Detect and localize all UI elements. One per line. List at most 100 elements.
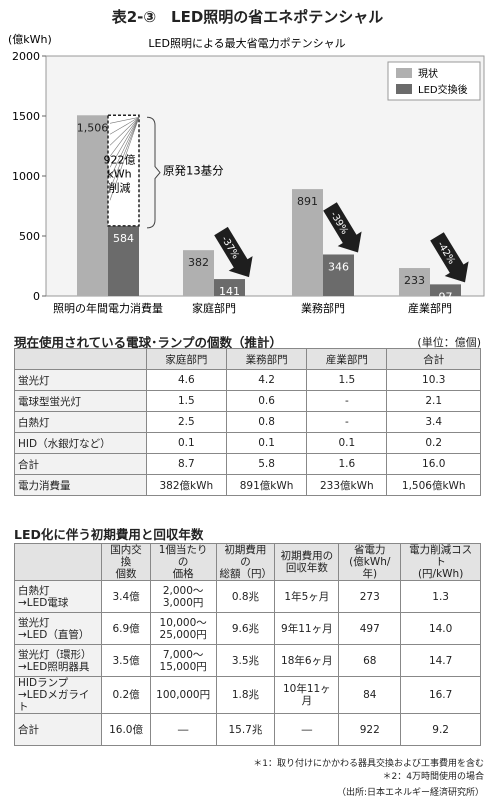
- table2-cell: 68: [338, 644, 402, 677]
- table1-cell: 382億kWh: [145, 474, 227, 496]
- table2-cell: 3.5億: [101, 644, 151, 677]
- annotation-text: 原発13基分: [163, 164, 224, 178]
- savings-hatch: [109, 117, 140, 146]
- savings-brace: [146, 116, 161, 229]
- arrow-shape: [323, 202, 362, 253]
- legend-label-led: LED交換後: [418, 83, 468, 96]
- x-category-label: 照明の年間電力消費量: [53, 301, 163, 315]
- table2-row-label: 合計: [13, 713, 103, 746]
- table2-row-label: 蛍光灯（環形） →LED照明器具: [13, 644, 103, 677]
- y-tick-label: 1500: [12, 110, 40, 123]
- y-tick-label: 1000: [12, 170, 40, 183]
- y-axis-label: (億kWh): [8, 33, 52, 46]
- table1-row-label: 合計: [14, 453, 147, 475]
- table1-cell: 2.1: [386, 390, 481, 412]
- chart-title: LED照明による最大省電力ポテンシャル: [148, 36, 345, 50]
- table2-row: 合計 16.0億 ― 15.7兆 ― 922 9.2: [13, 713, 481, 746]
- value-label-current: 891: [297, 195, 318, 208]
- table1-row-label: 電球型蛍光灯: [14, 390, 147, 412]
- table2-row: 蛍光灯（環形） →LED照明器具 3.5億 7,000～ 15,000円 3.5兆 18…: [13, 644, 481, 677]
- value-label-led: 584: [113, 232, 134, 245]
- table1-row-label: 白熱灯: [14, 411, 147, 433]
- table1-cell: -: [306, 411, 388, 433]
- savings-hatch: [109, 117, 140, 179]
- table1-cell: 8.7: [145, 453, 227, 475]
- bar-led: [323, 254, 354, 296]
- table1-row-label: 蛍光灯: [14, 369, 147, 391]
- table2-row-label: HIDランプ →LEDメガライト: [13, 676, 103, 714]
- table1-cell: 4.6: [145, 369, 227, 391]
- legend-swatch-led: [396, 84, 412, 94]
- table1-cell: 0.1: [225, 432, 308, 454]
- table1-heading: 現在使用されている電球･ランプの個数（推計）: [14, 335, 283, 350]
- table1-header: 合計: [386, 348, 481, 370]
- bar-led: [108, 225, 139, 296]
- table2-cell: 16.0億: [101, 713, 151, 746]
- x-category-label: 家庭部門: [192, 301, 236, 315]
- table2-cell: 16.7: [400, 676, 481, 714]
- table2-header: 初期費用の 回収年数: [274, 543, 340, 581]
- table2-cell: 84: [338, 676, 402, 714]
- arrow-shape: [214, 226, 253, 278]
- table2-cell: 6.9億: [101, 612, 151, 645]
- bar-current: [399, 268, 430, 296]
- bar-chart: LED照明による最大省電力ポテンシャル (億kWh) 0 500 1000 1500 200…: [8, 33, 485, 315]
- table2-cell: ―: [274, 713, 340, 746]
- x-category-label: 業務部門: [301, 301, 345, 315]
- table2-cell: 273: [338, 580, 402, 613]
- table1-row: 電力消費量 382億kWh 891億kWh 233億kWh 1,506億kWh: [14, 474, 481, 496]
- table2-cell: 3.4億: [101, 580, 151, 613]
- note-1: ＊1：取り付けにかかわる器具交換および工事費用を含む: [253, 759, 484, 769]
- cost-recovery-table: 国内交換 個数 1個当たりの 価格 初期費用の 総額（円） 初期費用の 回収年数…: [13, 543, 481, 746]
- table2-header: 国内交換 個数: [101, 543, 151, 581]
- bar-current: [292, 189, 323, 296]
- table2-row-label: 蛍光灯 →LED（直管）: [13, 612, 103, 645]
- value-label-led: 97: [439, 290, 453, 303]
- table2-row: HIDランプ →LEDメガライト 0.2億 100,000円 1.8兆 10年11ヶ月 8…: [13, 676, 481, 714]
- table1-row-label: HID（水銀灯など）: [14, 432, 147, 454]
- table2-cell: 10年11ヶ月: [274, 676, 340, 714]
- table2-row: 蛍光灯 →LED（直管） 6.9億 10,000～ 25,000円 9.6兆 9年11ヶ…: [13, 612, 481, 645]
- table1-cell: 5.8: [225, 453, 308, 475]
- note-2: ＊2：4万時間使用の場合: [382, 772, 484, 782]
- table1-cell: 0.8: [225, 411, 308, 433]
- table2-cell: 9.2: [400, 713, 481, 746]
- table2-heading: LED化に伴う初期費用と回収年数: [14, 527, 204, 542]
- table1-header: 業務部門: [225, 348, 308, 370]
- table2-cell: 1.3: [400, 580, 481, 613]
- table1-cell: 0.2: [386, 432, 481, 454]
- table2-header: 1個当たりの 価格: [149, 543, 217, 581]
- savings-label: 922億 kWh 削減: [104, 153, 136, 194]
- table2-cell: 100,000円: [149, 676, 217, 714]
- legend-swatch-current: [396, 68, 412, 78]
- table2-corner: [13, 543, 103, 581]
- table1-cell: 891億kWh: [225, 474, 308, 496]
- x-category-label: 産業部門: [408, 301, 452, 315]
- table1-cell: 10.3: [386, 369, 481, 391]
- table1-cell: 0.1: [306, 432, 388, 454]
- table1-cell: 1,506億kWh: [386, 474, 481, 496]
- bar-led: [430, 284, 461, 296]
- table2-row-label: 白熱灯 →LED電球: [13, 580, 103, 613]
- table2-cell: 497: [338, 612, 402, 645]
- savings-hatch: [109, 117, 140, 157]
- table1-row: 電球型蛍光灯 1.5 0.6-2.1: [14, 390, 481, 412]
- table1-cell: 0.1: [145, 432, 227, 454]
- table2-cell: 1年5ヶ月: [274, 580, 340, 613]
- table2-cell: 18年6ヶ月: [274, 644, 340, 677]
- value-label-current: 1,506: [77, 121, 109, 134]
- value-label-current: 233: [404, 274, 425, 287]
- table2-cell: 922: [338, 713, 402, 746]
- savings-hatch: [109, 117, 140, 190]
- savings-box: [107, 114, 140, 227]
- table1-cell: 4.2: [225, 369, 308, 391]
- y-tick-label: 0: [33, 290, 40, 303]
- table1-cell: 1.5: [306, 369, 388, 391]
- table1-cell: 3.4: [386, 411, 481, 433]
- table2-cell: 14.7: [400, 644, 481, 677]
- table2-cell: 15.7兆: [215, 713, 276, 746]
- value-label-led: 141: [219, 285, 240, 298]
- value-label-led: 346: [328, 260, 349, 273]
- bar-current: [77, 115, 108, 296]
- arrow-shape: [430, 232, 469, 283]
